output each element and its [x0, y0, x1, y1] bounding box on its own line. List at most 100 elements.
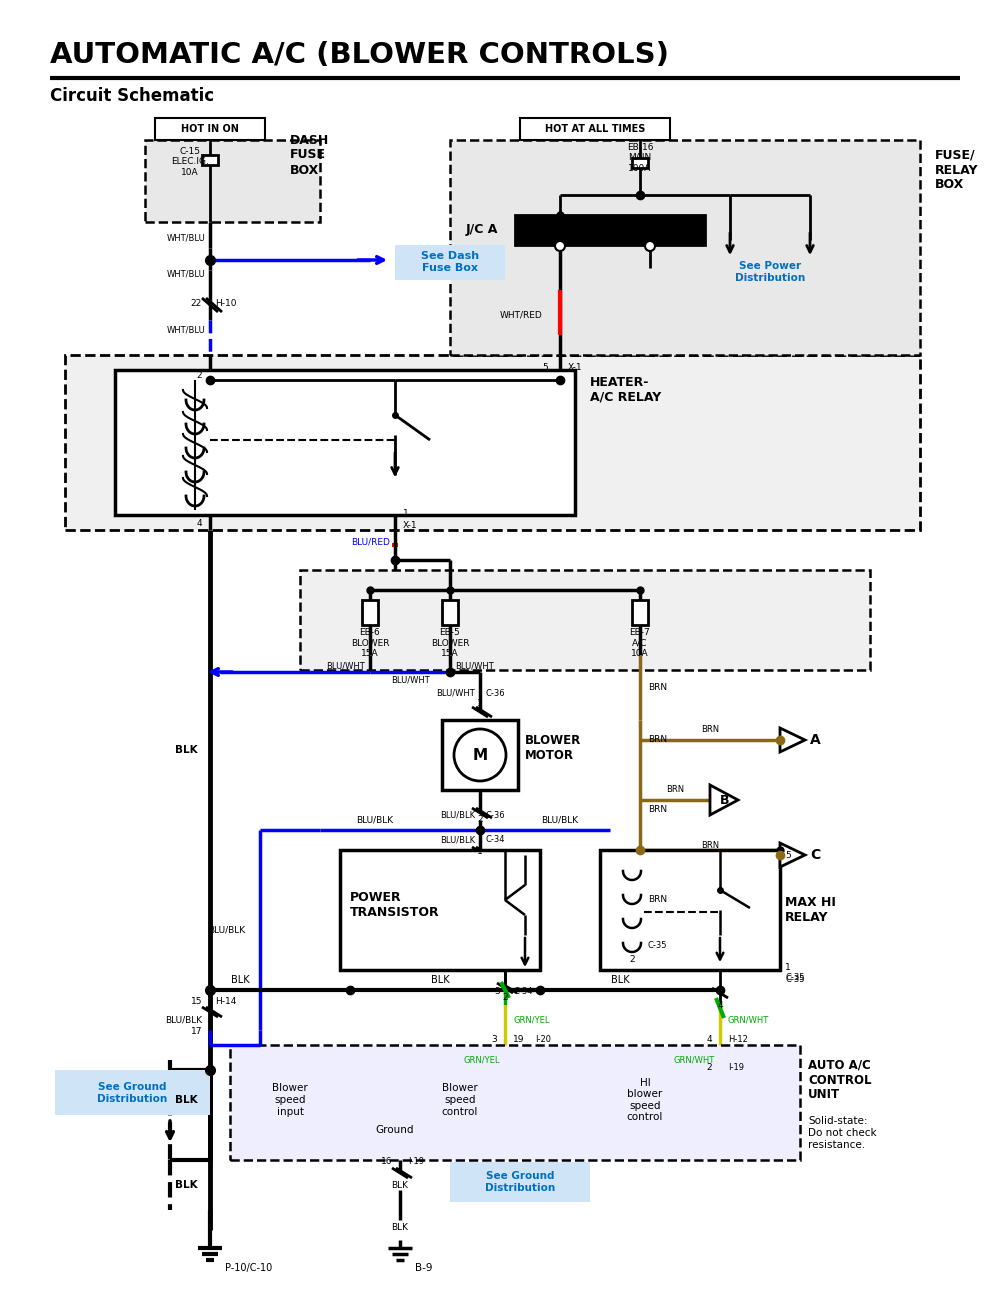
Text: WHT/BLU: WHT/BLU	[166, 233, 205, 242]
Text: BLK: BLK	[392, 1224, 409, 1232]
Text: WHT/BLU: WHT/BLU	[166, 326, 205, 335]
Text: Ground: Ground	[376, 1124, 414, 1135]
Text: See Ground
Distribution: See Ground Distribution	[97, 1082, 167, 1104]
Text: HOT IN ON: HOT IN ON	[181, 124, 239, 135]
Bar	[600, 850, 780, 970]
Text: WHT/BLU: WHT/BLU	[166, 269, 205, 278]
Text: BLU/RED: BLU/RED	[351, 537, 390, 546]
Text: 2: 2	[629, 955, 635, 964]
Text: EB-6
BLOWER
15A: EB-6 BLOWER 15A	[351, 628, 389, 657]
Text: H-14: H-14	[215, 998, 236, 1007]
Text: I-20: I-20	[535, 1035, 551, 1044]
Text: C-35: C-35	[785, 973, 804, 982]
Text: J/C A: J/C A	[466, 224, 498, 237]
Text: BLU/BLK: BLU/BLK	[541, 815, 579, 824]
Bar	[55, 1070, 210, 1115]
Text: 19: 19	[513, 1035, 524, 1044]
Text: DASH
FUSE
BOX: DASH FUSE BOX	[290, 133, 329, 176]
Text: BLK: BLK	[392, 1180, 409, 1189]
Text: BRN: BRN	[648, 735, 667, 744]
Text: C-35: C-35	[648, 941, 668, 950]
Text: 1: 1	[477, 848, 483, 857]
Bar	[155, 118, 265, 140]
Text: I-19: I-19	[728, 1064, 744, 1073]
Text: I-19: I-19	[408, 1158, 424, 1166]
Polygon shape	[780, 842, 805, 867]
Text: BLU/BLK: BLU/BLK	[208, 925, 245, 934]
Text: M: M	[472, 748, 488, 762]
Text: FUSE/
RELAY
BOX: FUSE/ RELAY BOX	[935, 149, 978, 192]
Text: H-12: H-12	[728, 1035, 748, 1044]
Text: EB-7
A/C
10A: EB-7 A/C 10A	[630, 628, 650, 657]
Text: HOT AT ALL TIMES: HOT AT ALL TIMES	[545, 124, 645, 135]
Text: A: A	[810, 732, 821, 747]
Text: BRN: BRN	[701, 841, 719, 849]
Text: 3: 3	[494, 987, 500, 996]
Text: 1: 1	[477, 699, 483, 708]
Text: BLU/BLK: BLU/BLK	[356, 815, 394, 824]
Text: 17: 17	[190, 1027, 202, 1036]
Text: BRN: BRN	[666, 785, 684, 795]
Polygon shape	[780, 729, 805, 752]
Text: C-34: C-34	[485, 836, 505, 845]
Text: 4: 4	[706, 1035, 712, 1044]
Text: Circuit Schematic: Circuit Schematic	[50, 87, 214, 105]
Text: HEATER-
A/C RELAY: HEATER- A/C RELAY	[590, 377, 661, 404]
Circle shape	[555, 241, 565, 251]
Text: 5: 5	[542, 364, 548, 373]
Bar	[442, 600, 458, 625]
Text: GRN/WHT: GRN/WHT	[674, 1056, 715, 1065]
Text: B: B	[720, 793, 730, 806]
Text: BLOWER
MOTOR: BLOWER MOTOR	[525, 734, 581, 762]
Text: C: C	[810, 848, 820, 862]
Text: C-15
ELEC.IG.
10A: C-15 ELEC.IG. 10A	[171, 148, 209, 177]
Text: H-10: H-10	[215, 299, 237, 308]
Text: 2: 2	[196, 370, 202, 379]
Text: BRN: BRN	[701, 726, 719, 735]
Text: BRN: BRN	[648, 895, 667, 905]
Bar	[632, 158, 648, 168]
Text: 2: 2	[706, 1064, 712, 1073]
Text: GRN/WHT: GRN/WHT	[728, 1016, 769, 1025]
Text: WHT/RED: WHT/RED	[499, 311, 542, 320]
Bar	[450, 140, 920, 355]
Text: P-10/C-10: P-10/C-10	[225, 1263, 272, 1273]
Text: B-9: B-9	[415, 1263, 432, 1273]
Text: BLU/BLK: BLU/BLK	[440, 836, 475, 845]
Circle shape	[645, 241, 655, 251]
Text: GRN/YEL: GRN/YEL	[513, 1016, 550, 1025]
Text: POWER
TRANSISTOR: POWER TRANSISTOR	[350, 892, 440, 919]
Text: BLK: BLK	[431, 974, 449, 985]
Bar	[450, 1162, 590, 1202]
Text: BLU/WHT: BLU/WHT	[391, 675, 429, 685]
Text: 15: 15	[190, 998, 202, 1007]
Text: 5: 5	[785, 850, 791, 859]
Text: C-34: C-34	[513, 987, 532, 996]
Bar	[442, 719, 518, 791]
Text: 22: 22	[191, 299, 202, 308]
Text: BLK: BLK	[611, 974, 629, 985]
Text: AUTO A/C
CONTROL
UNIT: AUTO A/C CONTROL UNIT	[808, 1058, 872, 1101]
Bar	[395, 245, 505, 280]
Text: 1: 1	[403, 509, 409, 518]
Text: C-35: C-35	[785, 976, 804, 985]
Bar	[340, 850, 540, 970]
Text: Solid-state:
Do not check
resistance.: Solid-state: Do not check resistance.	[808, 1117, 877, 1149]
Text: Blower
speed
input: Blower speed input	[272, 1083, 308, 1117]
Text: BLU/WHT: BLU/WHT	[326, 661, 365, 670]
Text: 16: 16	[380, 1158, 392, 1166]
Text: GRN/YEL: GRN/YEL	[464, 1056, 500, 1065]
Text: C-36: C-36	[485, 810, 505, 819]
Polygon shape	[710, 785, 738, 815]
Text: 1: 1	[785, 964, 791, 973]
Text: EB-16
MAIN
100A: EB-16 MAIN 100A	[627, 144, 653, 173]
Text: EB-5
BLOWER
15A: EB-5 BLOWER 15A	[431, 628, 469, 657]
Text: X-1: X-1	[568, 364, 583, 373]
Text: BLK: BLK	[175, 745, 198, 754]
Circle shape	[454, 729, 506, 782]
Bar	[362, 600, 378, 625]
Text: BLU/BLK: BLU/BLK	[165, 1016, 202, 1025]
Text: BLU/BLK: BLU/BLK	[440, 810, 475, 819]
Bar	[520, 118, 670, 140]
Text: MAX HI
RELAY: MAX HI RELAY	[785, 895, 836, 924]
